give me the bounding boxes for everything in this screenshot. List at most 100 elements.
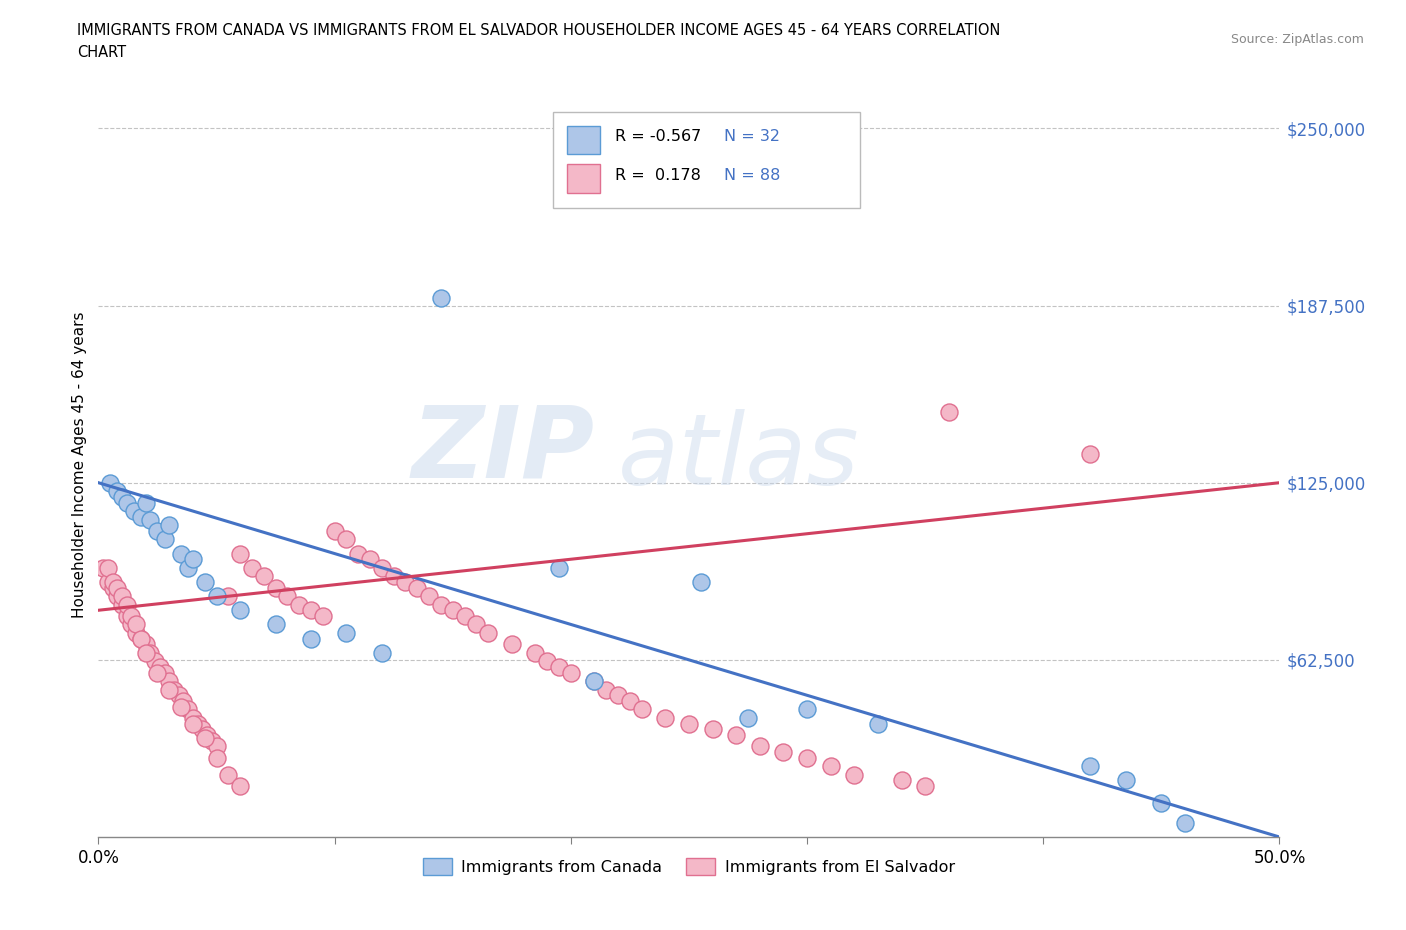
Point bbox=[264, 617, 287, 631]
Point bbox=[501, 637, 523, 652]
Point bbox=[135, 645, 157, 660]
Point bbox=[1150, 795, 1173, 810]
Point bbox=[177, 560, 200, 575]
Point bbox=[125, 626, 148, 641]
Point bbox=[105, 580, 128, 595]
Point bbox=[229, 546, 252, 561]
Point bbox=[217, 589, 239, 604]
Point bbox=[115, 597, 138, 612]
Point bbox=[97, 560, 120, 575]
Point bbox=[122, 504, 145, 519]
Text: CHART: CHART bbox=[77, 45, 127, 60]
Point bbox=[524, 645, 547, 660]
Point bbox=[820, 759, 842, 774]
Point bbox=[796, 751, 818, 765]
Point bbox=[548, 560, 571, 575]
Point bbox=[583, 673, 606, 688]
Point bbox=[299, 603, 322, 618]
Point bbox=[654, 711, 676, 725]
Point bbox=[335, 532, 357, 547]
Point bbox=[299, 631, 322, 646]
Point bbox=[335, 626, 357, 641]
Point bbox=[129, 631, 152, 646]
Point bbox=[146, 665, 169, 680]
Point bbox=[312, 608, 335, 623]
Point bbox=[453, 608, 475, 623]
Point bbox=[607, 688, 630, 703]
Point bbox=[430, 597, 453, 612]
Point bbox=[560, 665, 582, 680]
Point bbox=[702, 722, 724, 737]
Point bbox=[121, 617, 143, 631]
Text: ZIP: ZIP bbox=[412, 402, 595, 498]
Point bbox=[866, 716, 889, 731]
Point bbox=[371, 560, 394, 575]
Point bbox=[465, 617, 488, 631]
Point bbox=[139, 512, 162, 527]
Point bbox=[194, 575, 217, 590]
Text: IMMIGRANTS FROM CANADA VS IMMIGRANTS FROM EL SALVADOR HOUSEHOLDER INCOME AGES 45: IMMIGRANTS FROM CANADA VS IMMIGRANTS FRO… bbox=[77, 23, 1001, 38]
Point bbox=[394, 575, 416, 590]
Point bbox=[201, 733, 224, 748]
Point bbox=[1174, 816, 1197, 830]
Point bbox=[477, 626, 499, 641]
Point bbox=[229, 778, 252, 793]
Point bbox=[129, 631, 152, 646]
Point bbox=[205, 751, 228, 765]
Point bbox=[725, 727, 748, 742]
Point bbox=[264, 580, 287, 595]
Point bbox=[253, 569, 276, 584]
Point bbox=[583, 673, 606, 688]
Point bbox=[146, 524, 169, 538]
Point bbox=[157, 673, 180, 688]
Point bbox=[359, 551, 381, 566]
Point bbox=[382, 569, 405, 584]
Text: N = 32: N = 32 bbox=[724, 129, 780, 144]
Text: R =  0.178: R = 0.178 bbox=[614, 168, 700, 183]
Point bbox=[149, 659, 172, 674]
Point bbox=[121, 608, 143, 623]
Point bbox=[105, 484, 128, 498]
Legend: Immigrants from Canada, Immigrants from El Salvador: Immigrants from Canada, Immigrants from … bbox=[416, 852, 962, 881]
Point bbox=[938, 405, 960, 419]
Point bbox=[418, 589, 440, 604]
Point bbox=[139, 645, 162, 660]
Point bbox=[97, 575, 120, 590]
Point bbox=[157, 683, 180, 698]
Point bbox=[172, 694, 194, 709]
Text: R = -0.567: R = -0.567 bbox=[614, 129, 700, 144]
Point bbox=[748, 738, 770, 753]
Point bbox=[115, 495, 138, 510]
Point bbox=[181, 716, 204, 731]
Point bbox=[678, 716, 700, 731]
Point bbox=[430, 291, 453, 306]
Point bbox=[105, 589, 128, 604]
Point bbox=[101, 580, 124, 595]
Point bbox=[195, 727, 218, 742]
Point bbox=[153, 665, 176, 680]
Point bbox=[187, 716, 209, 731]
Point bbox=[205, 589, 228, 604]
Point bbox=[170, 699, 193, 714]
Point bbox=[111, 597, 134, 612]
Point bbox=[914, 778, 936, 793]
Point bbox=[1115, 773, 1137, 788]
Point bbox=[844, 767, 866, 782]
Point bbox=[125, 617, 148, 631]
Point bbox=[115, 608, 138, 623]
Point bbox=[630, 702, 652, 717]
Point bbox=[441, 603, 464, 618]
Point bbox=[772, 745, 794, 760]
Point bbox=[191, 722, 214, 737]
Y-axis label: Householder Income Ages 45 - 64 years: Householder Income Ages 45 - 64 years bbox=[72, 312, 87, 618]
Point bbox=[619, 694, 641, 709]
Point bbox=[288, 597, 311, 612]
Point bbox=[890, 773, 912, 788]
Point bbox=[276, 589, 298, 604]
Point bbox=[1080, 447, 1102, 462]
Point bbox=[205, 738, 228, 753]
Point bbox=[347, 546, 370, 561]
Text: Source: ZipAtlas.com: Source: ZipAtlas.com bbox=[1230, 33, 1364, 46]
Point bbox=[153, 532, 176, 547]
Point bbox=[163, 683, 186, 698]
